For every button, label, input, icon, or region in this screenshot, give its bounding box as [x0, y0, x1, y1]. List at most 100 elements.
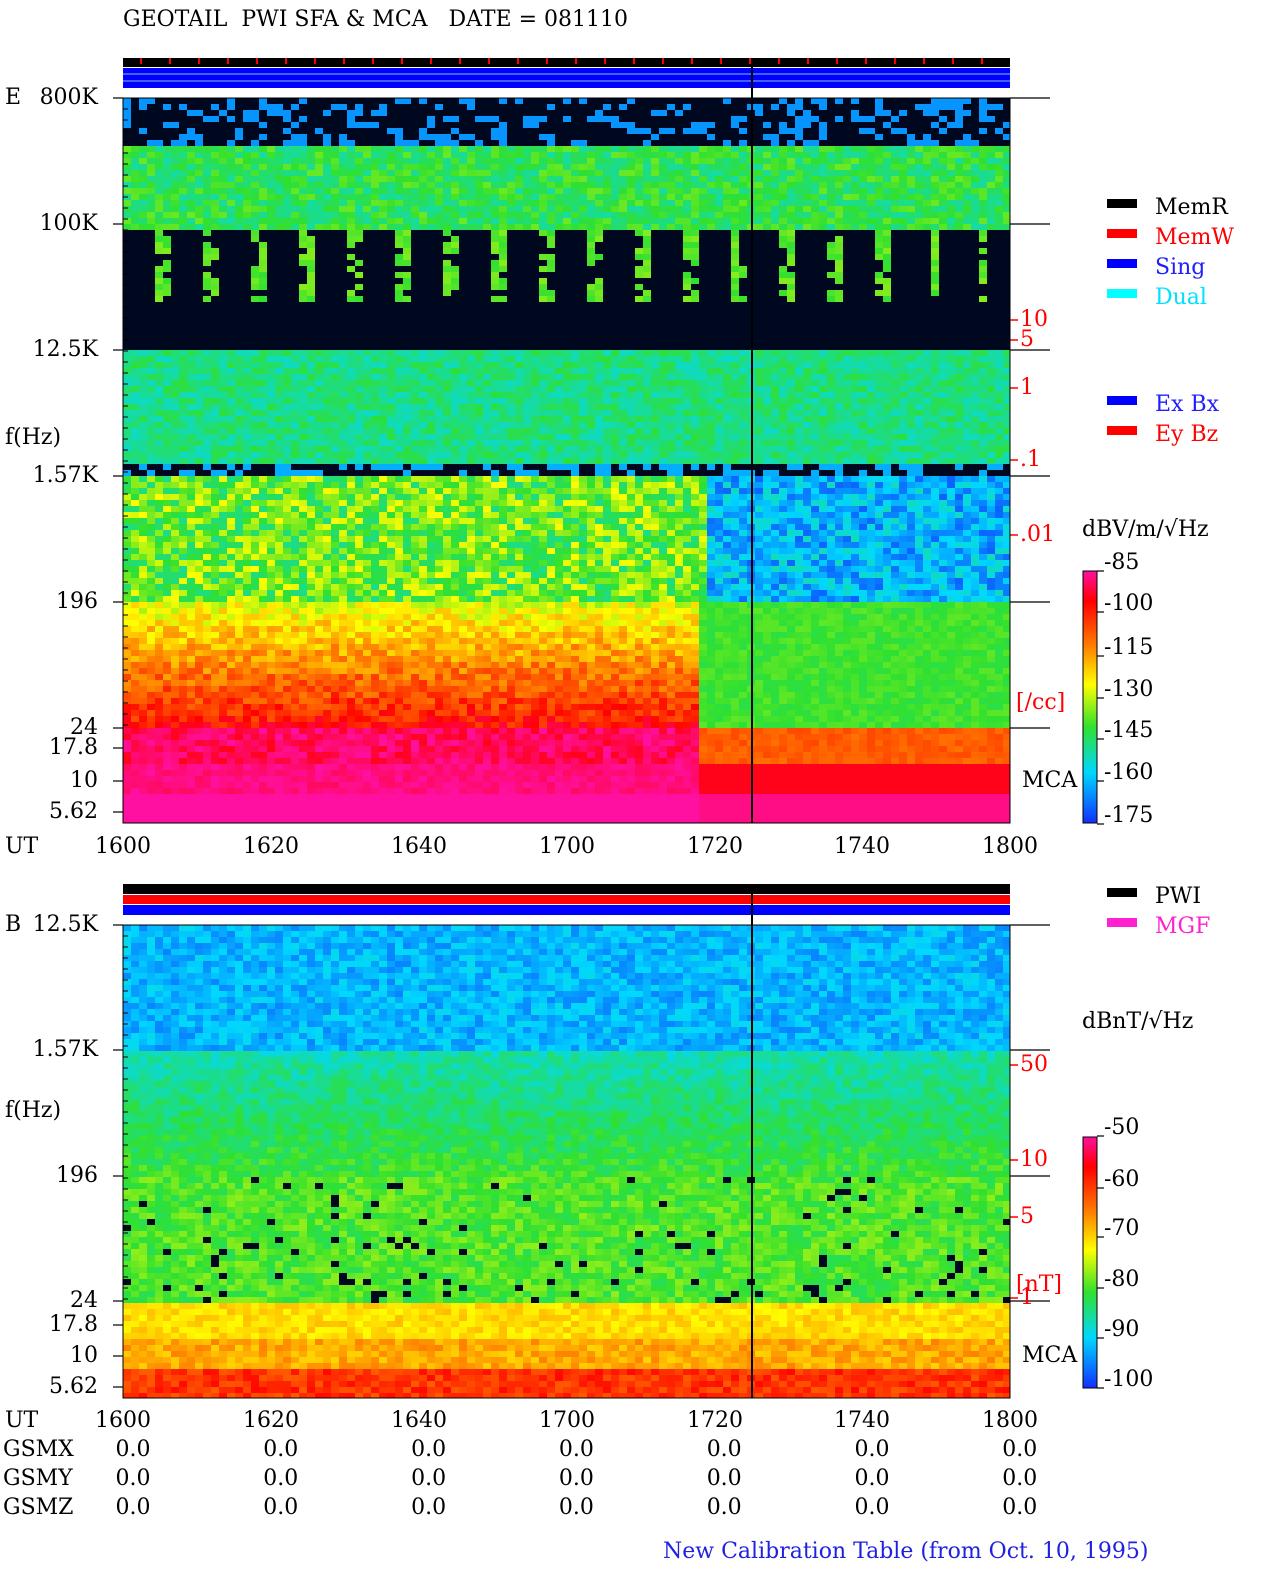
cell — [755, 128, 763, 134]
cell — [443, 260, 451, 266]
cell — [283, 152, 291, 158]
cell — [907, 248, 915, 254]
cell — [155, 260, 163, 266]
cell — [563, 194, 571, 200]
cell — [427, 302, 435, 308]
cell — [539, 236, 547, 242]
cell — [443, 194, 451, 200]
cell — [587, 182, 595, 188]
cell — [787, 116, 795, 122]
cell — [163, 290, 171, 296]
cell — [491, 218, 499, 224]
cell — [851, 158, 859, 164]
cell — [219, 116, 227, 122]
cell — [859, 320, 867, 326]
cell — [779, 164, 787, 170]
cell — [811, 164, 819, 170]
cell — [411, 116, 419, 122]
cell — [707, 260, 715, 266]
cell — [787, 200, 795, 206]
cell — [219, 362, 227, 368]
cell — [475, 302, 483, 308]
cell — [435, 320, 443, 326]
cell — [587, 362, 595, 368]
cell — [467, 230, 475, 236]
cell — [955, 284, 963, 290]
cell — [339, 356, 347, 362]
cell — [475, 146, 483, 152]
cell — [843, 182, 851, 188]
cell — [171, 362, 179, 368]
cell — [147, 134, 155, 140]
cell — [1003, 344, 1010, 350]
cell — [771, 344, 779, 350]
cell — [227, 302, 235, 308]
cell — [723, 248, 731, 254]
cell — [651, 290, 659, 296]
cell — [411, 134, 419, 140]
cell — [163, 212, 171, 218]
cell — [531, 332, 539, 338]
cell — [883, 350, 891, 356]
cell — [171, 326, 179, 332]
cell — [475, 104, 483, 110]
cell — [947, 146, 955, 152]
cell — [555, 122, 563, 128]
cell — [523, 212, 531, 218]
cell — [867, 158, 875, 164]
cell — [843, 134, 851, 140]
cell — [979, 134, 987, 140]
cell — [843, 260, 851, 266]
cell — [779, 152, 787, 158]
cell — [219, 98, 227, 104]
cell — [387, 326, 395, 332]
cell — [411, 188, 419, 194]
cell — [403, 218, 411, 224]
cell — [627, 206, 635, 212]
cell — [315, 188, 323, 194]
cell — [155, 362, 163, 368]
cell — [195, 320, 203, 326]
cell — [899, 116, 907, 122]
cell — [667, 296, 675, 302]
cell — [539, 152, 547, 158]
cell — [675, 164, 683, 170]
cell — [859, 254, 867, 260]
cell — [579, 224, 587, 230]
cell — [315, 194, 323, 200]
cell — [659, 332, 667, 338]
cell — [227, 152, 235, 158]
cell — [323, 314, 331, 320]
cell — [371, 218, 379, 224]
cell — [499, 188, 507, 194]
cell — [659, 248, 667, 254]
cell — [603, 266, 611, 272]
cell — [907, 140, 915, 146]
cell — [827, 176, 835, 182]
cell — [763, 164, 771, 170]
cell — [291, 254, 299, 260]
cell — [619, 314, 627, 320]
cell — [147, 194, 155, 200]
cell — [795, 338, 803, 344]
cell — [891, 218, 899, 224]
cell — [779, 338, 787, 344]
cell — [827, 290, 835, 296]
cell — [155, 98, 163, 104]
cell — [179, 188, 187, 194]
cell — [979, 176, 987, 182]
cell — [267, 272, 275, 278]
cell — [763, 308, 771, 314]
cell — [339, 284, 347, 290]
cell — [731, 320, 739, 326]
cell — [891, 332, 899, 338]
cell — [827, 350, 835, 356]
cell — [563, 260, 571, 266]
cell — [755, 230, 763, 236]
cell — [987, 170, 995, 176]
cell — [699, 356, 707, 362]
cell — [331, 110, 339, 116]
cell — [811, 326, 819, 332]
cell — [907, 128, 915, 134]
